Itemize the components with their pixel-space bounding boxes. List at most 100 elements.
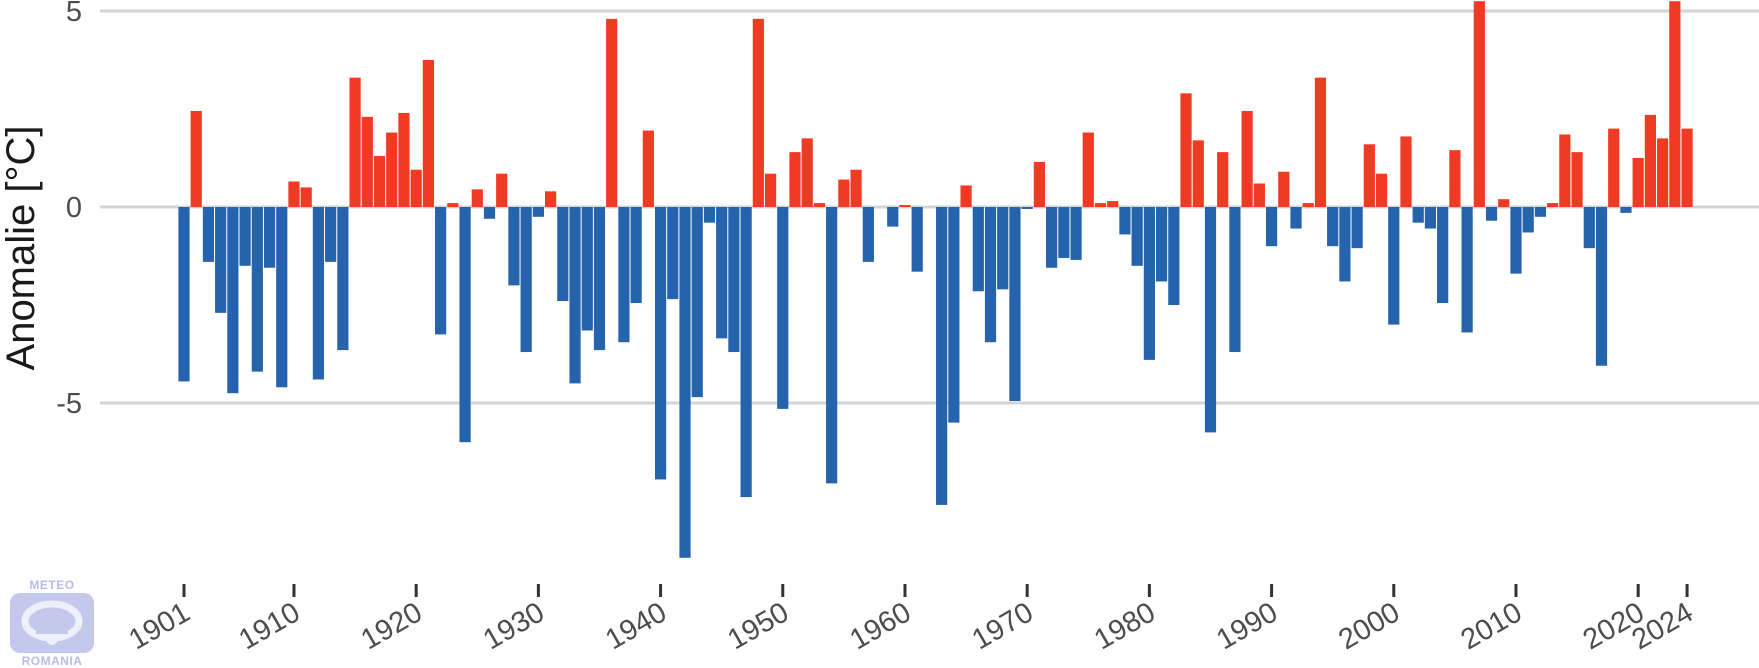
bar-1992 xyxy=(1290,207,1302,229)
bar-1914 xyxy=(337,207,349,351)
bar-1935 xyxy=(593,207,606,351)
bar-2018 xyxy=(1608,128,1620,207)
bar-2006 xyxy=(1461,207,1473,333)
x-tick-label: 2000 xyxy=(1333,596,1405,656)
bar-2012 xyxy=(1534,207,1547,217)
bar-1961 xyxy=(911,207,923,272)
bar-1937 xyxy=(618,207,630,343)
bar-2007 xyxy=(1473,1,1485,208)
x-tick-label: 1950 xyxy=(722,596,794,656)
bar-1929 xyxy=(520,207,532,353)
bar-2011 xyxy=(1522,207,1534,233)
bar-1960 xyxy=(899,205,911,207)
bar-1981 xyxy=(1156,207,1168,282)
bar-1980 xyxy=(1143,207,1155,360)
bar-2022 xyxy=(1657,138,1669,207)
bar-1902 xyxy=(190,110,202,207)
bar-1928 xyxy=(508,207,520,286)
x-tick-label: 1990 xyxy=(1211,596,1283,656)
grid-lines xyxy=(100,9,1759,405)
bar-1926 xyxy=(483,207,496,219)
bar-1956 xyxy=(850,169,862,207)
bar-2020 xyxy=(1632,158,1644,207)
x-tick-label: 1930 xyxy=(478,596,550,656)
bar-1932 xyxy=(557,207,569,302)
x-tick-label: 2010 xyxy=(1456,596,1528,656)
x-tick-label: 1970 xyxy=(967,596,1039,656)
bar-1910 xyxy=(288,181,300,207)
bar-1925 xyxy=(471,189,483,207)
bar-1904 xyxy=(215,207,227,313)
bar-1994 xyxy=(1314,77,1327,207)
x-tick-label: 1910 xyxy=(234,596,306,656)
bar-1967 xyxy=(984,207,997,343)
bar-1987 xyxy=(1229,207,1241,353)
bar-1947 xyxy=(740,207,752,498)
bar-1991 xyxy=(1278,171,1290,207)
bar-1941 xyxy=(667,207,679,300)
bar-2013 xyxy=(1547,203,1559,207)
bar-1953 xyxy=(813,203,826,207)
bar-1919 xyxy=(398,112,410,207)
bar-2000 xyxy=(1388,207,1400,325)
bar-1977 xyxy=(1107,201,1119,207)
bar-1999 xyxy=(1375,173,1388,207)
bar-2024 xyxy=(1681,128,1693,207)
bar-1995 xyxy=(1327,207,1339,247)
bar-1920 xyxy=(410,169,422,207)
y-tick-labels: 5 0 -5 xyxy=(56,0,82,420)
bar-1931 xyxy=(545,191,557,207)
bar-1942 xyxy=(679,207,691,558)
bar-2005 xyxy=(1449,150,1461,207)
bar-2003 xyxy=(1424,207,1437,229)
bar-1957 xyxy=(862,207,874,262)
x-tick-label: 1901 xyxy=(124,596,196,656)
y-tick-label: -5 xyxy=(56,388,82,420)
x-tick-label: 1920 xyxy=(356,596,428,656)
bar-2008 xyxy=(1485,207,1498,221)
bar-1952 xyxy=(801,138,813,207)
x-tick-label: 1960 xyxy=(845,596,917,656)
bar-2023 xyxy=(1669,1,1681,208)
bar-1923 xyxy=(447,203,459,207)
bar-1909 xyxy=(276,207,288,388)
bar-1989 xyxy=(1253,183,1265,207)
bar-1950 xyxy=(777,207,789,409)
bar-1997 xyxy=(1351,207,1363,249)
bar-1996 xyxy=(1339,207,1351,282)
bar-1954 xyxy=(826,207,838,484)
bar-1965 xyxy=(960,185,972,207)
y-tick-label: 0 xyxy=(66,192,82,224)
bar-2015 xyxy=(1571,152,1583,207)
bar-2001 xyxy=(1400,136,1412,207)
bar-1978 xyxy=(1119,207,1131,235)
bar-1972 xyxy=(1046,207,1058,268)
bar-1939 xyxy=(642,130,654,207)
bar-1936 xyxy=(606,18,618,208)
bar-1969 xyxy=(1009,207,1021,402)
x-tick-label: 1940 xyxy=(600,596,672,656)
x-tick-label: 1980 xyxy=(1089,596,1161,656)
bar-1949 xyxy=(764,173,777,207)
logo-top-text: METEO xyxy=(29,578,75,592)
bar-1993 xyxy=(1302,203,1314,207)
bar-1975 xyxy=(1082,132,1094,207)
bar-1982 xyxy=(1168,207,1180,305)
bar-2019 xyxy=(1620,207,1632,213)
bar-2014 xyxy=(1559,134,1571,207)
bar-1906 xyxy=(239,207,251,266)
bar-1918 xyxy=(386,132,398,207)
bar-1924 xyxy=(459,207,471,443)
bar-2021 xyxy=(1644,114,1656,207)
bar-2004 xyxy=(1437,207,1449,304)
bar-1933 xyxy=(569,207,581,384)
bar-1917 xyxy=(373,156,386,207)
bar-1930 xyxy=(532,207,544,217)
meteo-romania-logo: METEO ROMANIA xyxy=(4,578,100,668)
bar-1985 xyxy=(1204,207,1217,433)
bar-2016 xyxy=(1583,207,1595,249)
meteo-romania-logo-icon xyxy=(10,593,94,653)
bar-1913 xyxy=(325,207,337,262)
bar-1986 xyxy=(1217,152,1229,207)
bar-1911 xyxy=(300,187,312,207)
